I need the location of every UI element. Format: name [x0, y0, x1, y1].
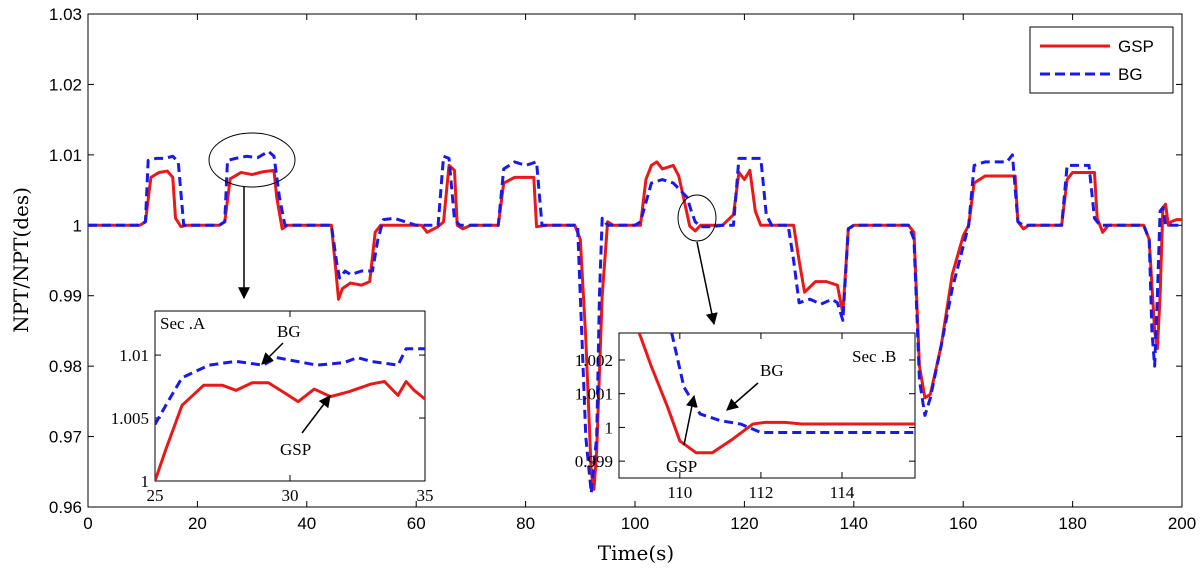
main-y-tick-label: 1.02 — [49, 75, 82, 94]
y-axis-title: NPT/NPT(des) — [9, 187, 33, 333]
legend-gsp-label: GSP — [1118, 37, 1154, 56]
inset-b-y-tick-label: 1 — [605, 418, 614, 437]
inset-a-bg-label: BG — [277, 322, 301, 341]
inset-b-gsp-arrow — [683, 394, 698, 446]
main-series-bg — [88, 149, 1182, 495]
inset-a-x-tick-label: 35 — [417, 486, 434, 505]
callout-ellipse-a — [208, 132, 296, 188]
inset-a-series-gsp — [155, 380, 425, 481]
main-y-tick-label: 1.01 — [49, 146, 82, 165]
main-x-tick-label: 40 — [297, 514, 316, 533]
inset-a-bg-arrow — [261, 342, 284, 365]
inset-a-gsp-label: GSP — [280, 440, 311, 459]
legend-bg-label: BG — [1118, 65, 1143, 84]
main-y-tick-label: 0.98 — [49, 357, 82, 376]
inset-a-gsp-arrow — [301, 395, 331, 434]
main-y-tick-label: 1 — [73, 216, 82, 235]
legend-box — [1029, 26, 1174, 94]
main-x-tick-label: 20 — [188, 514, 207, 533]
inset-b-title: Sec .B — [852, 347, 896, 366]
main-y-tick-label: 0.96 — [49, 498, 82, 517]
inset-b-y-tick-label: 0.999 — [575, 452, 613, 471]
main-x-tick-label: 120 — [730, 514, 758, 533]
callout-ellipse-b — [677, 194, 717, 242]
inset-a-x-tick-label: 30 — [282, 486, 299, 505]
inset-a-y-tick-label: 1 — [141, 472, 150, 491]
inset-b-y-tick-label: 1.002 — [575, 351, 613, 370]
callout-arrow-b — [696, 241, 718, 326]
inset-a-y-tick-label: 1.01 — [119, 346, 149, 365]
inset-b-x-tick-label: 112 — [748, 483, 773, 502]
inset-b-series-bg — [670, 333, 915, 434]
main-x-tick-label: 80 — [516, 514, 535, 533]
inset-a-title: Sec .A — [160, 314, 206, 333]
inset-b-x-tick-label: 114 — [830, 483, 855, 502]
inset-a-series-bg — [155, 347, 425, 426]
main-x-tick-label: 160 — [949, 514, 977, 533]
main-y-tick-label: 0.99 — [49, 287, 82, 306]
main-x-tick-label: 0 — [83, 514, 92, 533]
inset-b-y-tick-label: 1.001 — [575, 385, 613, 404]
inset-b-series-gsp — [637, 333, 915, 455]
inset-a-y-tick-label: 1.005 — [111, 409, 149, 428]
inset-a-x-tick-label: 25 — [147, 486, 164, 505]
inset-b-bg-label: BG — [760, 361, 784, 380]
legend: GSP BG — [1029, 26, 1174, 94]
main-x-tick-label: 60 — [407, 514, 426, 533]
main-y-tick-label: 1.03 — [49, 5, 82, 24]
main-y-tick-label: 0.97 — [49, 428, 82, 447]
inset-b-x-tick-label: 110 — [667, 483, 692, 502]
main-x-tick-label: 180 — [1058, 514, 1086, 533]
main-x-tick-label: 200 — [1168, 514, 1196, 533]
inset-b-gsp-label: GSP — [666, 457, 697, 476]
x-axis-title: Time(s) — [598, 541, 674, 565]
inset-b-bg-arrow — [726, 382, 759, 411]
main-x-tick-label: 140 — [840, 514, 868, 533]
main-x-tick-label: 100 — [621, 514, 649, 533]
